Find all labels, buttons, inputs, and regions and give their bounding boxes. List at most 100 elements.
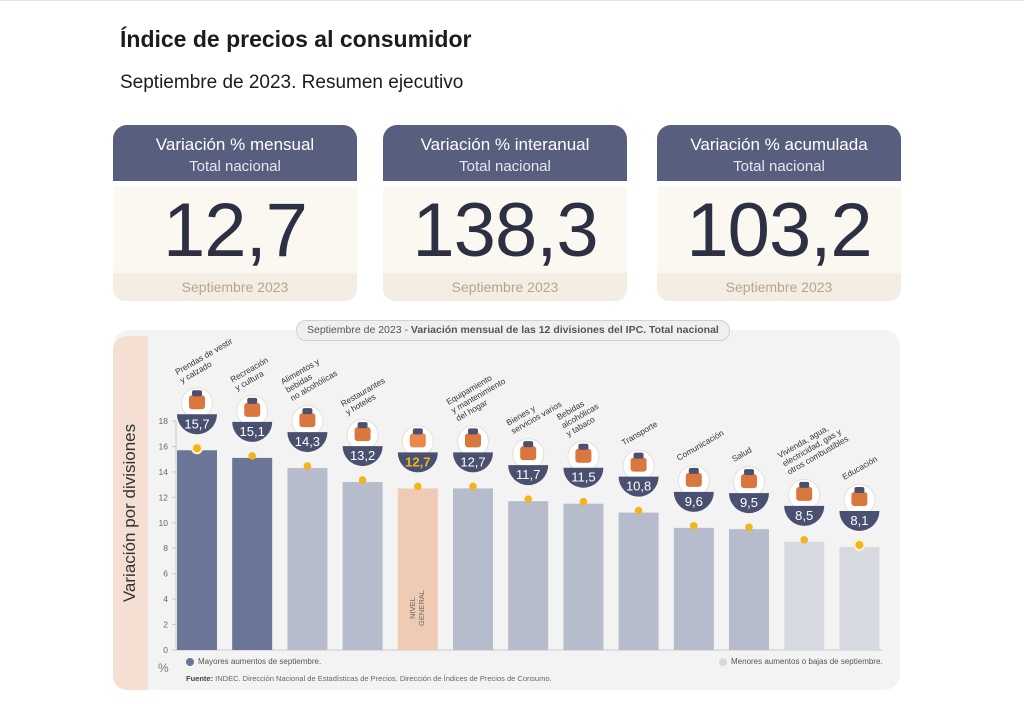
food-basket-icon bbox=[299, 408, 316, 428]
kpi-period: Septiembre 2023 bbox=[657, 273, 901, 301]
category-label: Transporte bbox=[620, 419, 660, 448]
legend-low: Menores aumentos o bajas de septiembre. bbox=[719, 657, 883, 666]
legend-high: Mayores aumentos de septiembre. bbox=[186, 657, 321, 666]
value-label: 12,7 bbox=[405, 454, 430, 469]
y-tick-label: 12 bbox=[159, 492, 169, 502]
general-level-label: NIVELGENERAL bbox=[408, 590, 426, 626]
shopping-basket-icon bbox=[409, 428, 426, 448]
legend-high-swatch bbox=[186, 657, 194, 666]
value-badge bbox=[618, 476, 659, 497]
icon-shape bbox=[575, 448, 592, 463]
cutlery-icon bbox=[354, 422, 371, 442]
icon-shape bbox=[741, 474, 757, 489]
data-marker bbox=[579, 497, 588, 506]
kpi-title: Variación % interanual bbox=[420, 135, 590, 154]
value-badge bbox=[397, 452, 438, 473]
value-badge bbox=[508, 465, 549, 486]
medical-cross-icon bbox=[741, 469, 757, 489]
bar bbox=[453, 488, 493, 650]
bottle-icon bbox=[575, 443, 592, 463]
value-label: 13,2 bbox=[350, 448, 375, 463]
icon-shape-top bbox=[468, 428, 478, 435]
category-label: Salud bbox=[730, 444, 754, 463]
icon-shape bbox=[244, 402, 261, 417]
bar bbox=[287, 468, 328, 650]
value-badge bbox=[453, 452, 493, 473]
value-label: 10,8 bbox=[626, 479, 651, 494]
icon-shape bbox=[685, 472, 702, 487]
y-tick-label: 14 bbox=[159, 467, 169, 477]
icon-shape-top bbox=[247, 397, 258, 404]
value-badge bbox=[232, 421, 273, 442]
chart-caption: Septiembre de 2023 - Variación mensual d… bbox=[296, 320, 730, 341]
category-label-line: Comunicación bbox=[675, 427, 726, 462]
kpi-subtitle: Total nacional bbox=[459, 158, 551, 175]
car-icon bbox=[630, 452, 647, 472]
washing-machine-icon bbox=[465, 428, 481, 448]
value-label: 8,1 bbox=[850, 513, 868, 528]
kpi-card-interannual: Variación % interanual Total nacional 13… bbox=[383, 125, 627, 301]
kpi-header: Variación % acumulada Total nacional bbox=[657, 125, 901, 181]
category-label: Vivienda, agua,electricidad, gas yotros … bbox=[776, 417, 850, 477]
source-text: INDEC. Dirección Nacional de Estadística… bbox=[213, 674, 552, 683]
phone-icon bbox=[685, 467, 702, 487]
value-badge bbox=[729, 493, 769, 514]
value-badge bbox=[287, 432, 328, 453]
kpi-body: 12,7 Septiembre 2023 bbox=[113, 187, 357, 301]
data-marker bbox=[414, 482, 422, 491]
y-tick-label: 10 bbox=[159, 518, 169, 528]
category-label: Alimentos ybebidasno alcohólicas bbox=[279, 351, 339, 402]
kpi-header: Variación % mensual Total nacional bbox=[113, 125, 357, 181]
icon-shape bbox=[299, 413, 316, 428]
bar bbox=[563, 503, 604, 650]
icon-shape bbox=[630, 457, 647, 472]
kpi-card-accumulated: Variación % acumulada Total nacional 103… bbox=[657, 125, 901, 301]
bar bbox=[232, 457, 273, 650]
data-marker bbox=[191, 442, 203, 455]
kpi-period: Septiembre 2023 bbox=[113, 273, 357, 301]
icon-shape-top bbox=[578, 443, 589, 450]
top-divider bbox=[0, 0, 1024, 1]
value-label: 15,1 bbox=[240, 424, 265, 439]
kpi-period: Septiembre 2023 bbox=[383, 273, 627, 301]
data-marker bbox=[469, 482, 477, 491]
data-marker bbox=[524, 495, 532, 503]
icon-shape-top bbox=[744, 469, 754, 476]
category-label-line: Transporte bbox=[620, 419, 660, 448]
notebook-icon bbox=[851, 486, 868, 506]
kpi-value: 103,2 bbox=[686, 188, 872, 273]
legend-high-label: Mayores aumentos de septiembre. bbox=[198, 657, 322, 666]
icon-shape bbox=[796, 486, 813, 501]
icon-shape-top bbox=[302, 408, 313, 415]
y-tick-label: 6 bbox=[163, 569, 168, 579]
icon-shape bbox=[409, 433, 426, 448]
value-label: 14,3 bbox=[295, 434, 320, 449]
y-tick-label: 4 bbox=[163, 594, 168, 604]
y-axis-unit: % bbox=[158, 661, 169, 675]
value-badge bbox=[177, 414, 217, 435]
kpi-value: 138,3 bbox=[412, 188, 598, 273]
chart-caption-prefix: Septiembre de 2023 - bbox=[307, 324, 411, 336]
bar bbox=[508, 501, 549, 650]
data-marker bbox=[634, 506, 643, 515]
category-label: Bebidasalcohólicasy tabaco bbox=[555, 393, 605, 439]
kpi-title: Variación % acumulada bbox=[690, 135, 868, 154]
shirt-icon bbox=[189, 390, 205, 410]
category-label-line: Salud bbox=[730, 444, 754, 463]
y-tick-label: 16 bbox=[159, 441, 169, 451]
category-label: Equipamientoy mantenimientodel hogar bbox=[445, 367, 513, 423]
comb-icon bbox=[520, 441, 537, 461]
icon-shape-top bbox=[523, 441, 534, 448]
general-level-label-line: GENERAL bbox=[417, 590, 426, 626]
icon-shape-top bbox=[688, 467, 699, 474]
data-marker bbox=[800, 536, 808, 544]
value-label: 9,6 bbox=[685, 494, 703, 509]
umbrella-icon bbox=[244, 397, 261, 417]
kpi-body: 103,2 Septiembre 2023 bbox=[657, 187, 901, 301]
kpi-title: Variación % mensual bbox=[155, 135, 315, 154]
category-label: Educación bbox=[840, 453, 879, 481]
icon-shape-top bbox=[412, 428, 423, 435]
kpi-subtitle: Total nacional bbox=[189, 158, 281, 175]
data-marker bbox=[745, 523, 753, 531]
